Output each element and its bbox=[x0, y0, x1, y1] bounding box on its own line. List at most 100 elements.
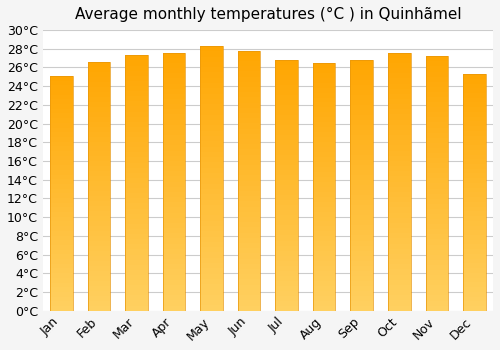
Bar bbox=[126, 229, 148, 234]
Bar bbox=[88, 132, 110, 136]
Bar bbox=[163, 244, 186, 249]
Bar bbox=[126, 270, 148, 275]
Bar bbox=[50, 170, 73, 175]
Bar bbox=[426, 306, 448, 311]
Bar bbox=[426, 77, 448, 82]
Bar bbox=[276, 145, 298, 150]
Bar bbox=[276, 130, 298, 135]
Bar bbox=[126, 147, 148, 152]
Bar bbox=[350, 290, 373, 296]
Bar bbox=[50, 85, 73, 90]
Bar bbox=[463, 282, 485, 287]
Bar bbox=[50, 146, 73, 151]
Bar bbox=[463, 306, 485, 311]
Bar bbox=[388, 114, 410, 120]
Bar bbox=[313, 291, 336, 296]
Bar bbox=[238, 129, 260, 134]
Bar bbox=[238, 280, 260, 285]
Bar bbox=[350, 190, 373, 195]
Bar bbox=[50, 151, 73, 156]
Bar bbox=[126, 76, 148, 81]
Bar bbox=[426, 178, 448, 183]
Bar bbox=[426, 245, 448, 250]
Bar bbox=[313, 68, 336, 73]
Bar bbox=[50, 132, 73, 137]
Bar bbox=[426, 189, 448, 194]
Bar bbox=[426, 102, 448, 107]
Bar bbox=[88, 241, 110, 246]
Bar bbox=[313, 206, 336, 211]
Bar bbox=[313, 137, 336, 142]
Bar bbox=[313, 127, 336, 132]
Bar bbox=[350, 296, 373, 301]
Bar bbox=[276, 240, 298, 245]
Bar bbox=[200, 99, 223, 104]
Bar bbox=[350, 125, 373, 130]
Bar bbox=[50, 212, 73, 217]
Bar bbox=[126, 306, 148, 311]
Bar bbox=[463, 244, 485, 249]
Bar bbox=[200, 242, 223, 247]
Bar bbox=[50, 113, 73, 118]
Bar bbox=[463, 221, 485, 225]
Bar bbox=[238, 51, 260, 56]
Bar bbox=[313, 63, 336, 311]
Bar bbox=[200, 226, 223, 231]
Bar bbox=[426, 143, 448, 148]
Bar bbox=[313, 88, 336, 92]
Bar bbox=[313, 177, 336, 182]
Bar bbox=[163, 254, 186, 259]
Bar bbox=[200, 295, 223, 300]
Bar bbox=[313, 217, 336, 222]
Bar bbox=[388, 109, 410, 114]
Bar bbox=[463, 140, 485, 145]
Bar bbox=[350, 256, 373, 260]
Bar bbox=[88, 266, 110, 271]
Bar bbox=[426, 158, 448, 163]
Bar bbox=[163, 99, 186, 104]
Bar bbox=[238, 108, 260, 113]
Bar bbox=[238, 259, 260, 264]
Bar bbox=[350, 105, 373, 110]
Bar bbox=[163, 125, 186, 130]
Bar bbox=[276, 186, 298, 190]
Bar bbox=[426, 295, 448, 301]
Bar bbox=[88, 112, 110, 117]
Bar bbox=[50, 118, 73, 123]
Bar bbox=[126, 55, 148, 311]
Bar bbox=[276, 120, 298, 125]
Bar bbox=[126, 214, 148, 219]
Bar bbox=[88, 211, 110, 216]
Bar bbox=[126, 203, 148, 209]
Bar bbox=[426, 56, 448, 61]
Bar bbox=[388, 135, 410, 140]
Bar bbox=[463, 103, 485, 107]
Bar bbox=[350, 175, 373, 180]
Bar bbox=[276, 140, 298, 145]
Bar bbox=[88, 196, 110, 201]
Bar bbox=[388, 171, 410, 176]
Bar bbox=[50, 203, 73, 208]
Bar bbox=[313, 83, 336, 88]
Bar bbox=[276, 275, 298, 281]
Bar bbox=[276, 110, 298, 115]
Bar bbox=[388, 187, 410, 192]
Bar bbox=[313, 192, 336, 197]
Bar bbox=[238, 295, 260, 300]
Bar bbox=[388, 63, 410, 68]
Bar bbox=[388, 300, 410, 306]
Bar bbox=[350, 95, 373, 100]
Bar bbox=[388, 120, 410, 125]
Bar bbox=[276, 135, 298, 140]
Bar bbox=[463, 292, 485, 296]
Bar bbox=[200, 83, 223, 88]
Bar bbox=[276, 85, 298, 90]
Bar bbox=[126, 239, 148, 244]
Bar bbox=[350, 286, 373, 290]
Bar bbox=[463, 249, 485, 254]
Bar bbox=[88, 147, 110, 152]
Bar bbox=[50, 184, 73, 189]
Bar bbox=[463, 74, 485, 79]
Bar bbox=[426, 117, 448, 122]
Bar bbox=[163, 84, 186, 89]
